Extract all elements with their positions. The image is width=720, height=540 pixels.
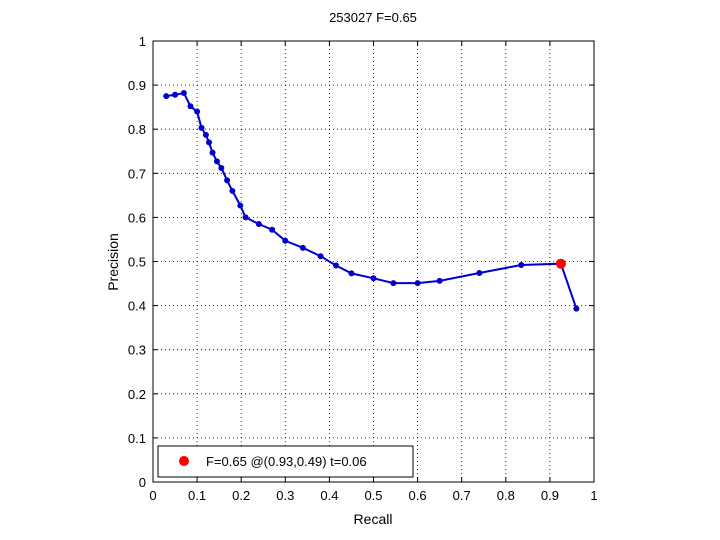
data-point bbox=[269, 226, 276, 233]
y-tick-label: 1 bbox=[139, 34, 146, 49]
data-point bbox=[229, 187, 236, 194]
data-point bbox=[224, 177, 231, 184]
grid-lines bbox=[153, 41, 594, 482]
data-point bbox=[348, 270, 355, 277]
y-axis-label: Precision bbox=[105, 233, 121, 291]
data-point bbox=[390, 280, 397, 287]
data-point bbox=[370, 275, 377, 282]
x-tick-label: 0.9 bbox=[541, 488, 559, 503]
plot-frame bbox=[152, 40, 595, 483]
x-tick-label: 0.5 bbox=[364, 488, 382, 503]
data-point bbox=[209, 149, 216, 156]
legend-marker bbox=[179, 456, 189, 466]
y-tick-label: 0.4 bbox=[128, 299, 146, 314]
data-point bbox=[573, 305, 580, 312]
y-tick-label: 0.7 bbox=[128, 166, 146, 181]
series-layer bbox=[163, 90, 580, 312]
data-point bbox=[172, 91, 179, 98]
x-tick-label: 0.1 bbox=[188, 488, 206, 503]
data-point bbox=[518, 262, 525, 269]
x-tick-label: 0.3 bbox=[276, 488, 294, 503]
y-tick-label: 0.6 bbox=[128, 210, 146, 225]
data-point bbox=[436, 277, 443, 284]
y-tick-label: 0.2 bbox=[128, 387, 146, 402]
data-point bbox=[187, 103, 194, 110]
data-point bbox=[333, 262, 340, 269]
data-point bbox=[202, 131, 209, 138]
x-tick-label: 0.6 bbox=[409, 488, 427, 503]
data-point bbox=[198, 124, 205, 131]
x-tick-label: 0.4 bbox=[320, 488, 338, 503]
y-tick-label: 0.9 bbox=[128, 78, 146, 93]
data-point bbox=[414, 280, 421, 287]
chart-title: 253027 F=0.65 bbox=[329, 10, 417, 25]
data-point bbox=[237, 202, 244, 209]
y-tick-label: 0 bbox=[139, 475, 146, 490]
legend-label: F=0.65 @(0.93,0.49) t=0.06 bbox=[206, 454, 367, 469]
data-point bbox=[255, 221, 262, 228]
legend-box bbox=[157, 445, 414, 478]
data-point bbox=[476, 269, 483, 276]
x-tick-label: 1 bbox=[590, 488, 597, 503]
x-tick-label: 0.7 bbox=[453, 488, 471, 503]
x-tick-label: 0 bbox=[149, 488, 156, 503]
data-point bbox=[213, 158, 220, 165]
y-tick-labels: 0 0.1 0.2 0.3 0.4 0.5 0.6 0.7 0.8 0.9 1 bbox=[128, 34, 146, 490]
data-point bbox=[206, 139, 213, 146]
data-point bbox=[180, 90, 187, 97]
plot-area bbox=[152, 40, 595, 483]
data-point bbox=[317, 253, 324, 260]
data-point bbox=[194, 108, 201, 115]
y-tick-label: 0.8 bbox=[128, 122, 146, 137]
x-axis-label: Recall bbox=[354, 511, 393, 527]
x-tick-label: 0.2 bbox=[232, 488, 250, 503]
legend: F=0.65 @(0.93,0.49) t=0.06 bbox=[157, 445, 414, 478]
y-tick-label: 0.1 bbox=[128, 431, 146, 446]
data-point bbox=[163, 93, 170, 100]
x-tick-labels: 0 0.1 0.2 0.3 0.4 0.5 0.6 0.7 0.8 0.9 1 bbox=[149, 488, 597, 503]
data-point bbox=[218, 165, 225, 172]
f-max-point bbox=[555, 258, 566, 269]
x-tick-label: 0.8 bbox=[497, 488, 515, 503]
data-point bbox=[242, 214, 249, 221]
data-point bbox=[282, 237, 289, 244]
y-tick-label: 0.3 bbox=[128, 343, 146, 358]
y-tick-label: 0.5 bbox=[128, 255, 146, 270]
data-point bbox=[299, 244, 306, 251]
